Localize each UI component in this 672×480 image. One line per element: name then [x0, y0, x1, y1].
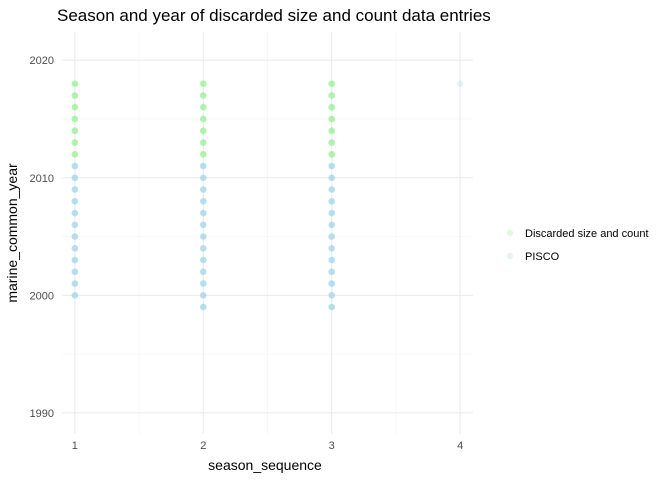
- discarded-point: [328, 115, 336, 123]
- pisco-point: [71, 186, 79, 193]
- discarded-point: [199, 139, 207, 146]
- pisco-point: [199, 197, 207, 205]
- legend-key-discarded: [506, 229, 514, 237]
- data-points: [71, 80, 464, 311]
- y-tick-label: 2010: [30, 173, 54, 185]
- discarded-point: [199, 150, 207, 158]
- pisco-point: [71, 174, 79, 182]
- pisco-point: [199, 280, 207, 287]
- discarded-point: [199, 127, 207, 135]
- pisco-point: [199, 221, 207, 229]
- tick-labels: 1990 2000 2010 2020 1 2 3 4: [30, 55, 464, 452]
- pisco-point: [71, 268, 79, 276]
- discarded-point: [328, 150, 336, 158]
- pisco-point: [328, 268, 336, 276]
- legend-key-pisco: [506, 252, 514, 260]
- discarded-point: [199, 92, 207, 99]
- legend: Discarded size and count PISCO: [506, 228, 649, 263]
- discarded-point: [328, 139, 336, 146]
- discarded-point: [71, 115, 79, 123]
- x-tick-label: 1: [72, 440, 78, 452]
- discarded-point: [328, 92, 336, 99]
- pisco-point: [328, 280, 336, 287]
- legend-label-discarded: Discarded size and count: [525, 228, 649, 240]
- discarded-point: [328, 127, 336, 135]
- pisco-point: [71, 244, 79, 252]
- pisco-point: [328, 197, 336, 205]
- pisco-point: [328, 291, 336, 299]
- chart-title: Season and year of discarded size and co…: [57, 6, 491, 25]
- pisco-point: [199, 162, 207, 170]
- y-tick-label: 1990: [30, 408, 54, 420]
- pisco-point: [328, 303, 336, 311]
- pisco-point: [328, 221, 336, 229]
- y-tick-label: 2020: [30, 55, 54, 67]
- pisco-point: [328, 244, 336, 252]
- x-tick-label: 4: [457, 440, 463, 452]
- pisco-point: [199, 186, 207, 193]
- pisco-point: [71, 256, 79, 264]
- pisco-point: [71, 291, 79, 299]
- discarded-point: [199, 115, 207, 123]
- pisco-point: [71, 221, 79, 229]
- discarded-point: [71, 139, 79, 146]
- discarded-point: [71, 127, 79, 135]
- pisco-point: [71, 209, 79, 217]
- pisco-point: [328, 209, 336, 217]
- pisco-point: [199, 291, 207, 299]
- pisco-point: [199, 268, 207, 276]
- discarded-point: [328, 103, 336, 111]
- pisco-point: [71, 197, 79, 205]
- pisco-point: [328, 233, 336, 240]
- y-axis-title: marine_common_year: [4, 163, 20, 303]
- x-axis-title: season_sequence: [208, 457, 322, 473]
- pisco-point: [328, 174, 336, 182]
- discarded-point: [71, 92, 79, 99]
- discarded-point: [199, 80, 207, 88]
- x-tick-label: 2: [200, 440, 206, 452]
- x-tick-label: 3: [329, 440, 335, 452]
- gridlines: [62, 32, 473, 434]
- pisco-point: [328, 186, 336, 193]
- pisco-point: [199, 256, 207, 264]
- legend-label-pisco: PISCO: [525, 251, 560, 263]
- pisco-point: [199, 209, 207, 217]
- pisco-point: [71, 162, 79, 170]
- pisco-point: [199, 244, 207, 252]
- pisco-point: [328, 162, 336, 170]
- discarded-point: [71, 103, 79, 111]
- pisco-point: [199, 303, 207, 311]
- discarded-point: [328, 80, 336, 88]
- discarded-point: [71, 80, 79, 88]
- pisco-point: [71, 280, 79, 287]
- discarded-point: [71, 150, 79, 158]
- pisco-point: [199, 174, 207, 182]
- pisco-point: [328, 256, 336, 264]
- pisco-point: [71, 233, 79, 240]
- discarded-point: [199, 103, 207, 111]
- pisco-point: [456, 80, 464, 88]
- pisco-point: [199, 233, 207, 240]
- y-tick-label: 2000: [30, 290, 54, 302]
